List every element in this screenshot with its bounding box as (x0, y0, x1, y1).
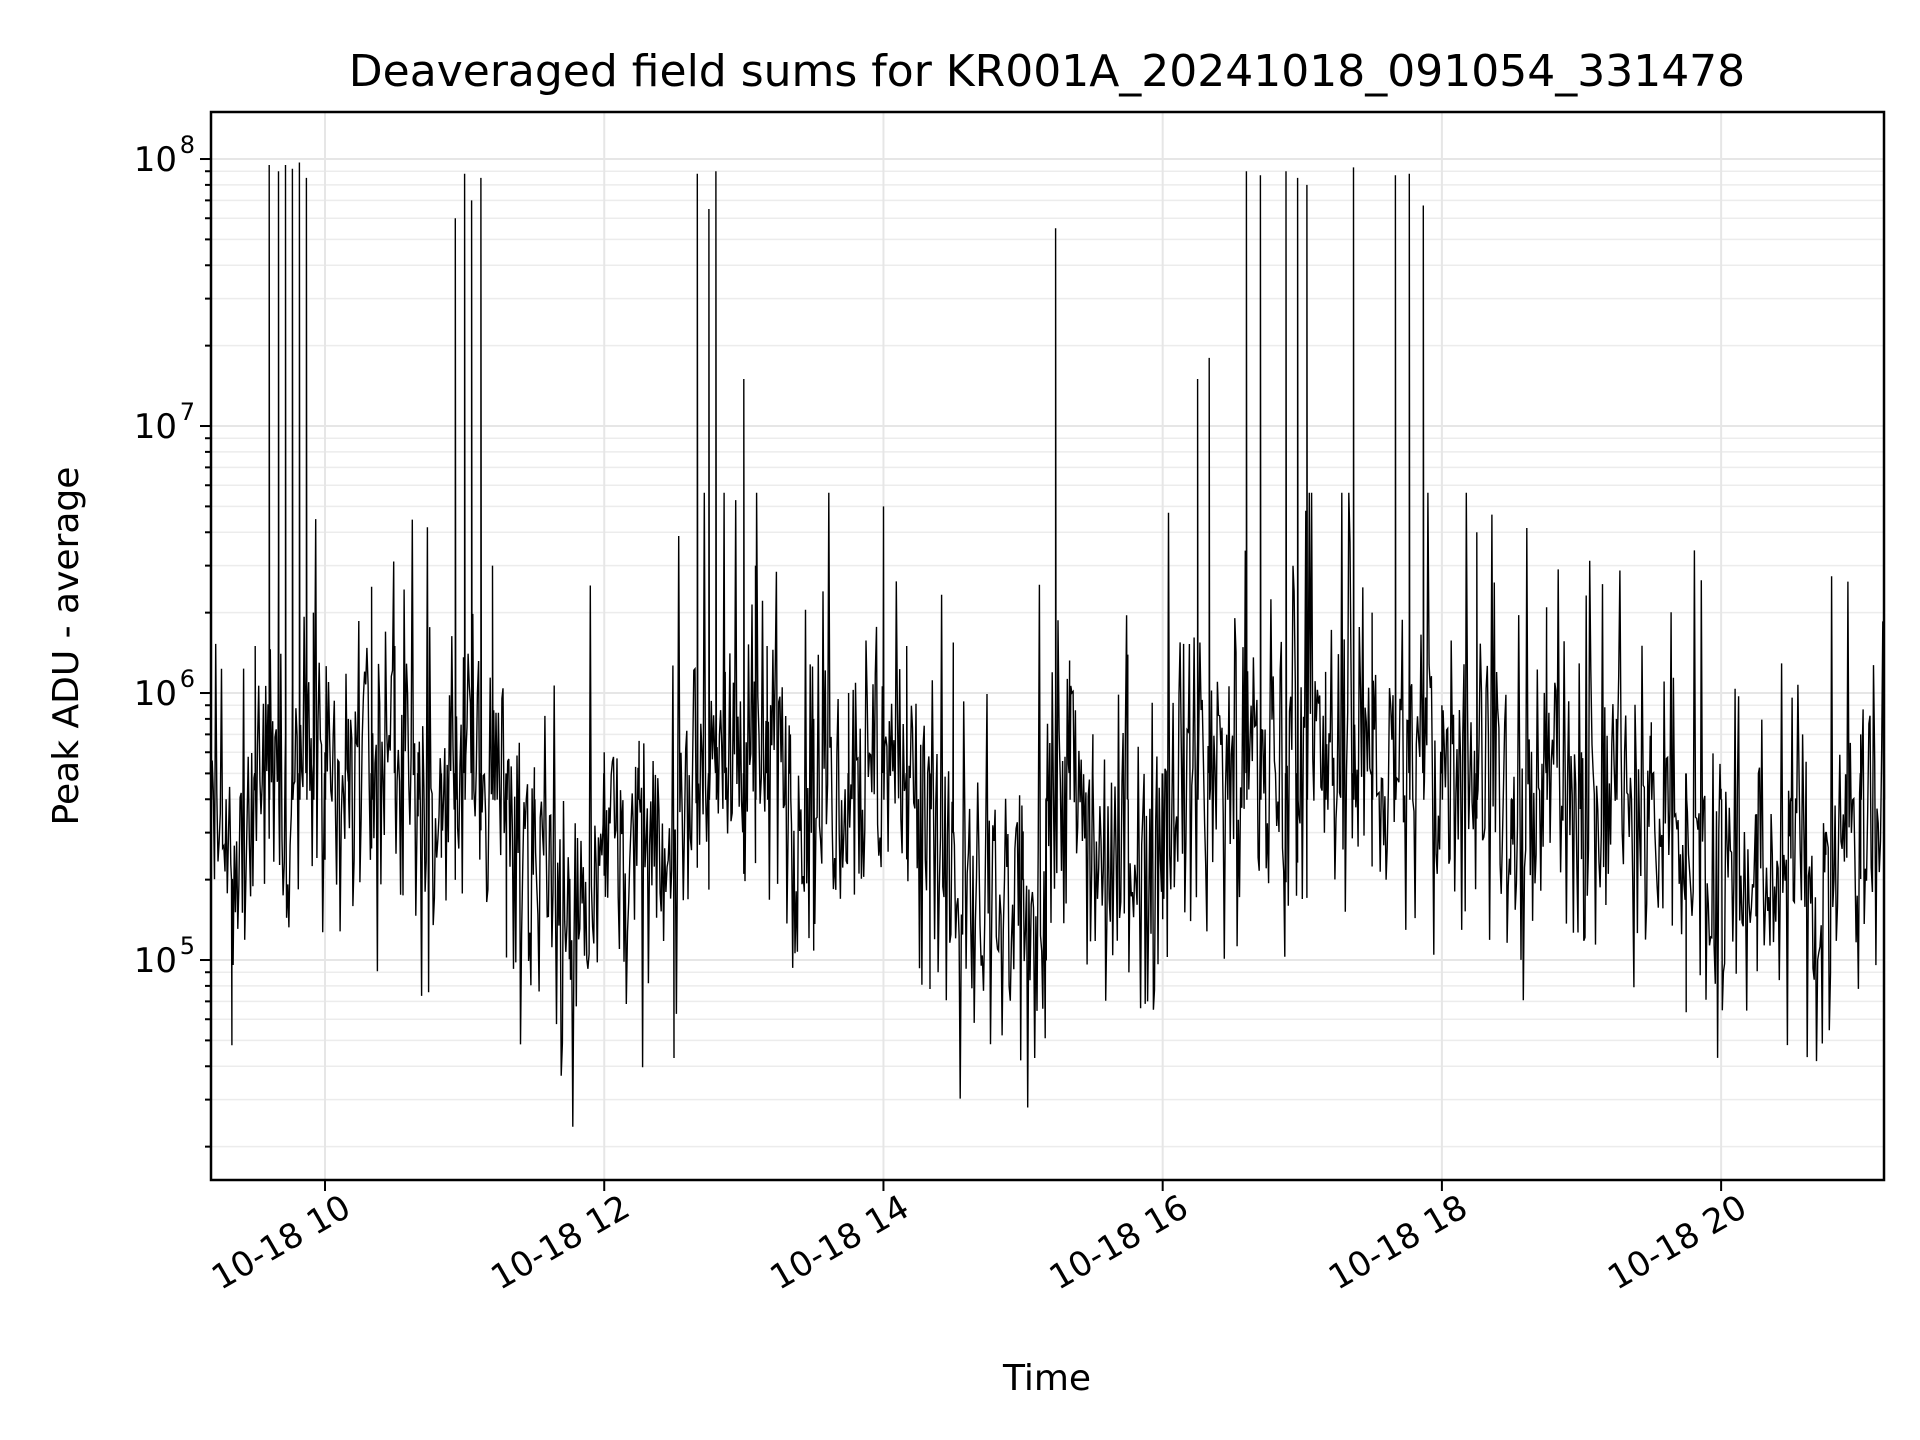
chart-title: Deaveraged field sums for KR001A_2024101… (349, 46, 1745, 97)
y-tick-label: 10 (134, 674, 177, 714)
y-tick-exponent: 6 (180, 665, 195, 693)
plot-frame (209, 110, 1886, 1182)
x-tick-label: 10-18 18 (1322, 1187, 1474, 1298)
series-layer (209, 162, 1886, 1127)
y-tick-exponent: 7 (180, 398, 195, 426)
y-tick-exponent: 5 (180, 932, 195, 960)
x-tick-label: 10-18 10 (205, 1187, 357, 1298)
y-tick-label: 10 (134, 140, 177, 180)
x-tick-label: 10-18 14 (764, 1187, 916, 1298)
y-tick-exponent: 8 (180, 131, 195, 159)
y-axis-label: Peak ADU - average (46, 467, 87, 826)
y-tick-label: 10 (134, 941, 177, 981)
x-axis-label: Time (1002, 1358, 1091, 1399)
y-tick-label: 10 (134, 407, 177, 447)
x-tick-label: 10-18 20 (1601, 1187, 1753, 1298)
series-line (209, 162, 1886, 1127)
x-tick-label: 10-18 12 (484, 1187, 636, 1298)
x-tick-label: 10-18 16 (1043, 1187, 1195, 1298)
grid (211, 112, 1884, 1180)
